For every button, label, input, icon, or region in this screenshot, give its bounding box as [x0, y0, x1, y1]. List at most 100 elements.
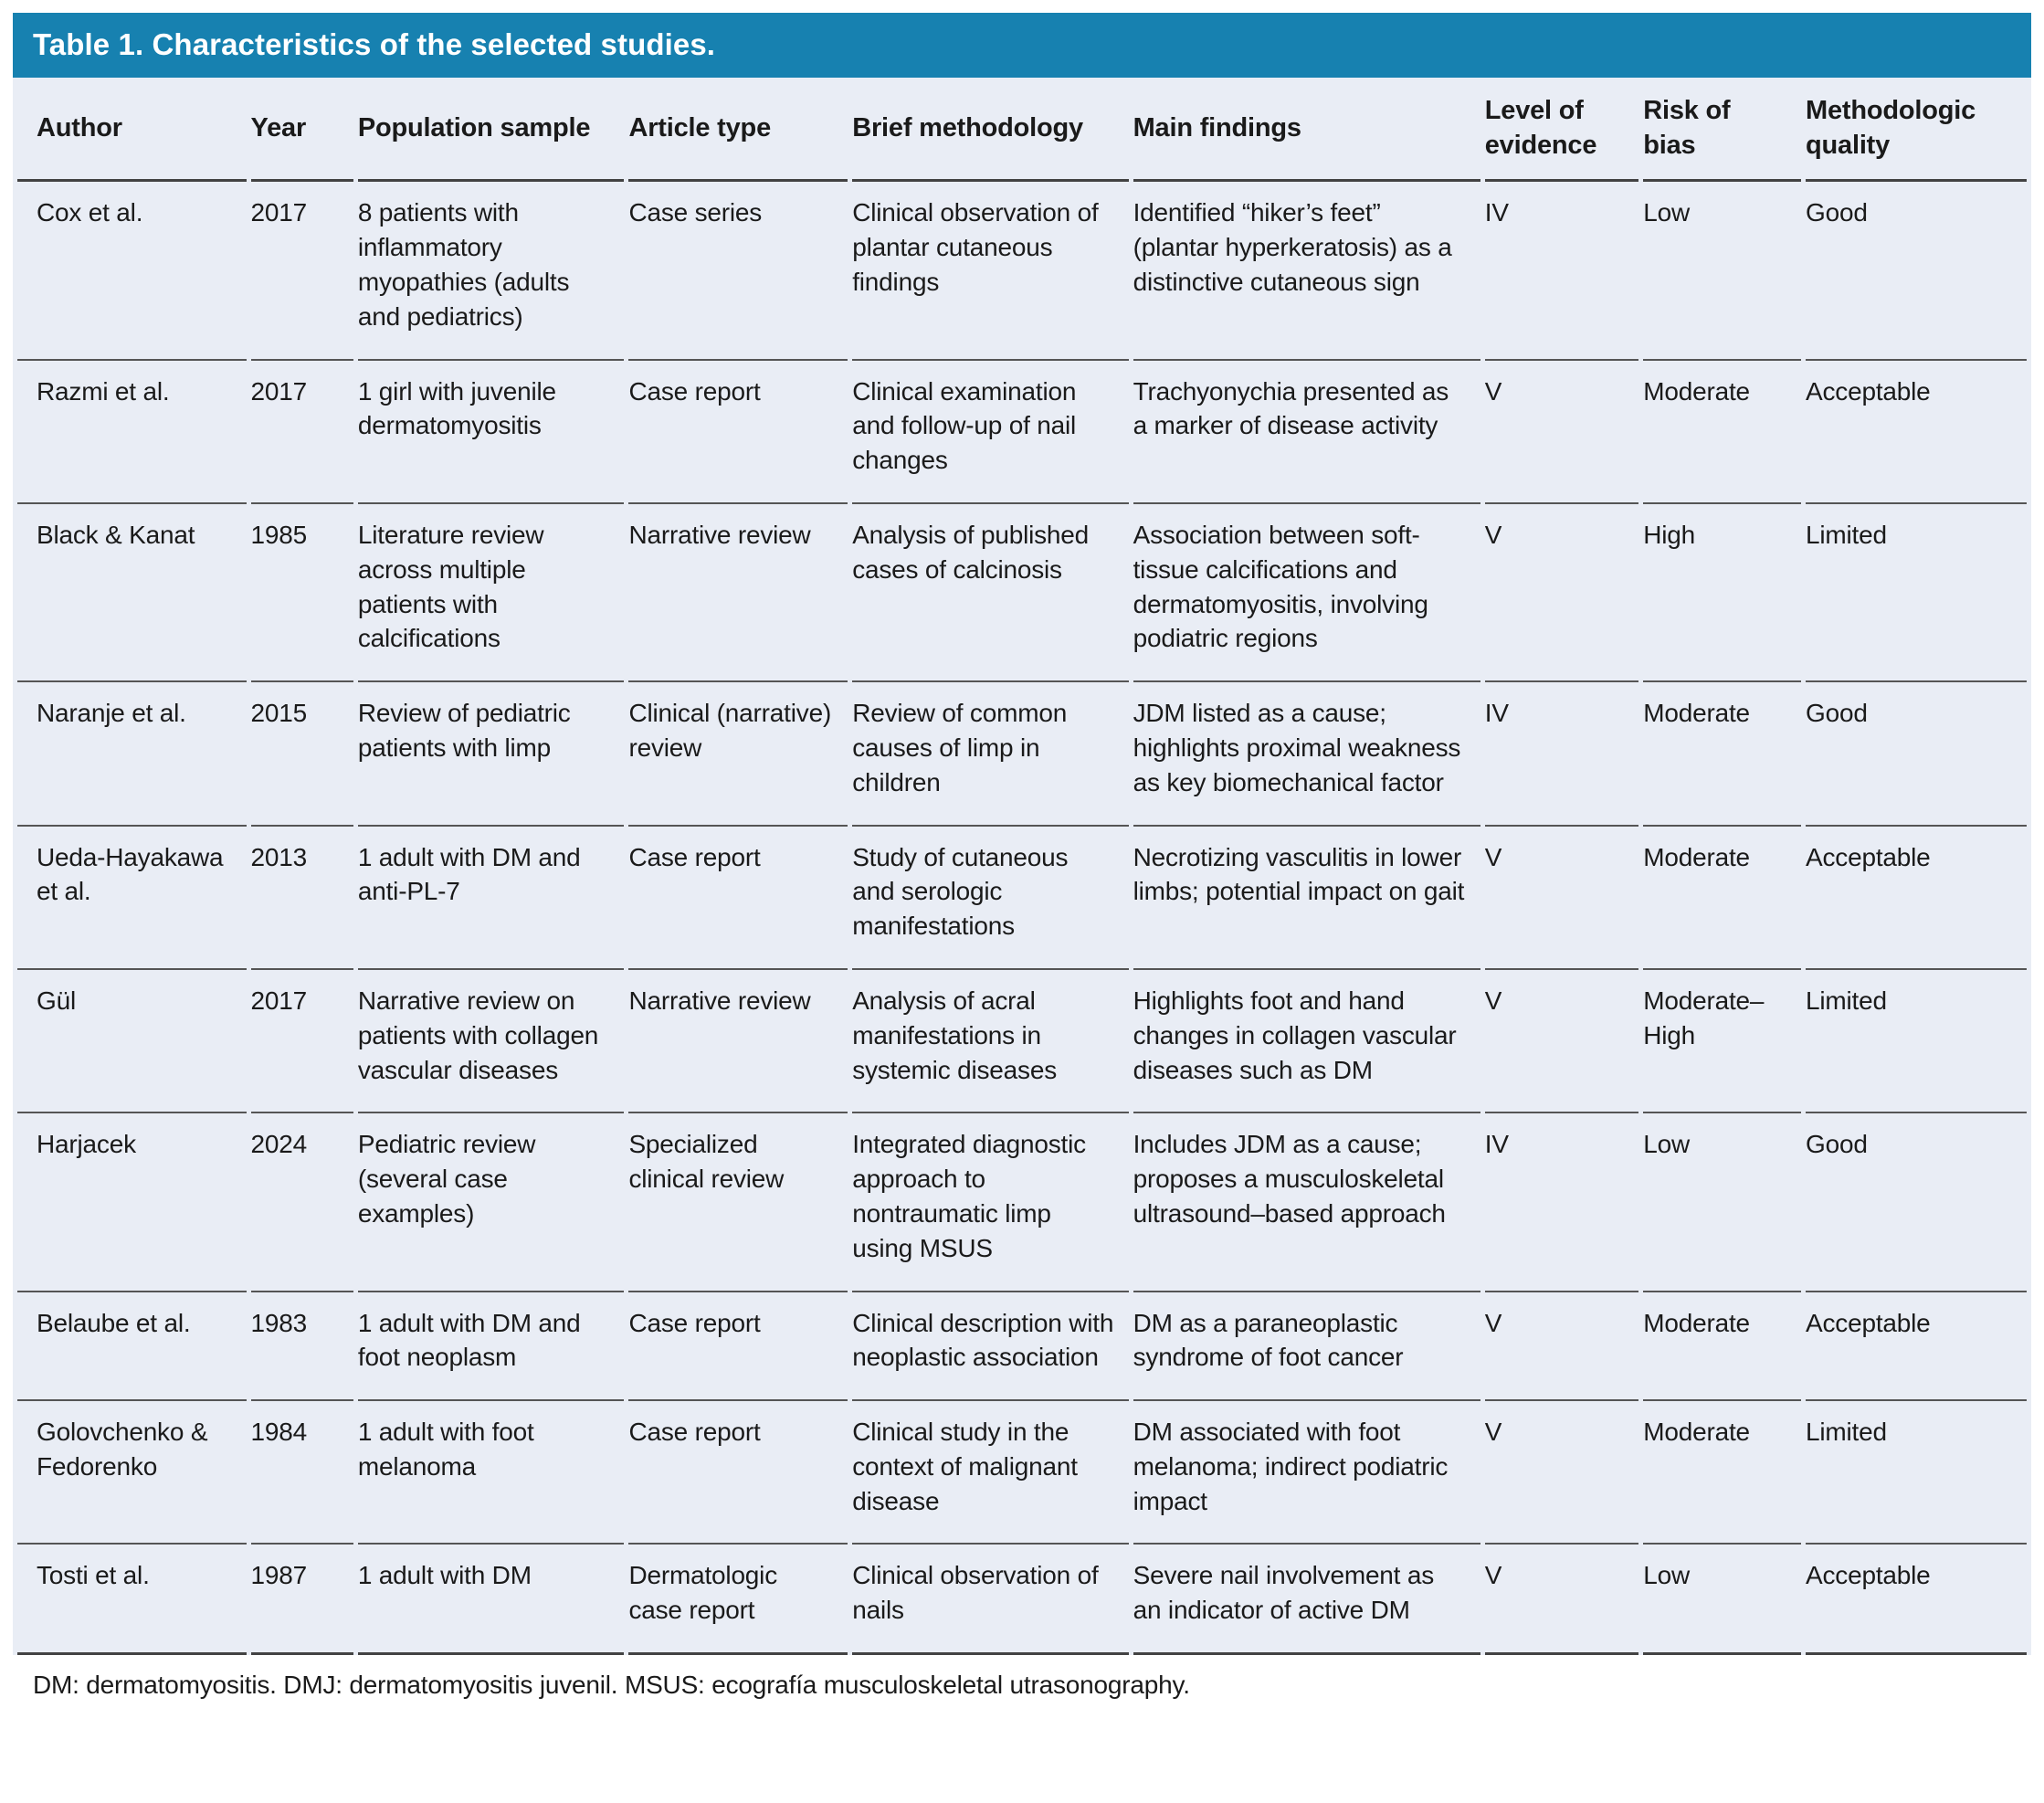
- cell-bias: Low: [1643, 1545, 1802, 1656]
- cell-findings: Trachyonychia presented as a marker of d…: [1133, 361, 1480, 504]
- table-row: Razmi et al. 2017 1 girl with juvenile d…: [17, 361, 2027, 504]
- cell-year: 1983: [250, 1292, 353, 1402]
- cell-article-type: Case report: [628, 1401, 848, 1545]
- table-row: Harjacek 2024 Pediatric review (several …: [17, 1113, 2027, 1292]
- cell-year: 2017: [250, 182, 353, 361]
- cell-evidence: IV: [1484, 682, 1639, 827]
- cell-author: Gül: [17, 970, 247, 1114]
- cell-bias: Moderate: [1643, 1401, 1802, 1545]
- cell-year: 1985: [250, 504, 353, 683]
- cell-findings: Identified “hiker’s feet” (plantar hyper…: [1133, 182, 1480, 361]
- col-header-quality: Methodologic quality: [1806, 78, 2027, 183]
- cell-quality: Limited: [1806, 970, 2027, 1114]
- cell-article-type: Dermatologic case report: [628, 1545, 848, 1656]
- cell-methodology: Clinical observation of plantar cutaneou…: [852, 182, 1129, 361]
- cell-evidence: V: [1484, 504, 1639, 683]
- cell-bias: Moderate: [1643, 827, 1802, 970]
- col-header-article-type: Article type: [628, 78, 848, 183]
- cell-quality: Acceptable: [1806, 1545, 2027, 1656]
- table-row: Belaube et al. 1983 1 adult with DM and …: [17, 1292, 2027, 1402]
- cell-author: Razmi et al.: [17, 361, 247, 504]
- cell-bias: Moderate: [1643, 1292, 1802, 1402]
- cell-year: 2017: [250, 361, 353, 504]
- cell-author: Belaube et al.: [17, 1292, 247, 1402]
- cell-quality: Acceptable: [1806, 827, 2027, 970]
- cell-article-type: Case report: [628, 361, 848, 504]
- cell-population: 1 adult with DM and anti-PL-7: [357, 827, 625, 970]
- cell-author: Ueda-Hayakawa et al.: [17, 827, 247, 970]
- cell-bias: Low: [1643, 182, 1802, 361]
- cell-evidence: IV: [1484, 1113, 1639, 1292]
- cell-year: 2024: [250, 1113, 353, 1292]
- cell-findings: DM associated with foot melanoma; indire…: [1133, 1401, 1480, 1545]
- cell-population: Pediatric review (several case examples): [357, 1113, 625, 1292]
- cell-author: Cox et al.: [17, 182, 247, 361]
- table-row: Golovchenko & Fedorenko 1984 1 adult wit…: [17, 1401, 2027, 1545]
- cell-population: 1 adult with DM and foot neoplasm: [357, 1292, 625, 1402]
- cell-article-type: Case series: [628, 182, 848, 361]
- cell-article-type: Case report: [628, 1292, 848, 1402]
- col-header-population: Population sample: [357, 78, 625, 183]
- cell-bias: Low: [1643, 1113, 1802, 1292]
- cell-findings: DM as a paraneoplastic syndrome of foot …: [1133, 1292, 1480, 1402]
- cell-quality: Good: [1806, 182, 2027, 361]
- cell-quality: Acceptable: [1806, 361, 2027, 504]
- page: Table 1. Characteristics of the selected…: [13, 13, 2031, 1700]
- header-row: Author Year Population sample Article ty…: [17, 78, 2027, 183]
- cell-methodology: Clinical examination and follow-up of na…: [852, 361, 1129, 504]
- col-header-author: Author: [17, 78, 247, 183]
- table-row: Gül 2017 Narrative review on patients wi…: [17, 970, 2027, 1114]
- cell-methodology: Study of cutaneous and serologic manifes…: [852, 827, 1129, 970]
- cell-findings: Association between soft-tissue calcific…: [1133, 504, 1480, 683]
- cell-quality: Acceptable: [1806, 1292, 2027, 1402]
- cell-bias: High: [1643, 504, 1802, 683]
- cell-methodology: Clinical observation of nails: [852, 1545, 1129, 1656]
- cell-population: Review of pediatric patients with limp: [357, 682, 625, 827]
- cell-evidence: V: [1484, 1545, 1639, 1656]
- cell-findings: Includes JDM as a cause; proposes a musc…: [1133, 1113, 1480, 1292]
- cell-year: 2013: [250, 827, 353, 970]
- cell-article-type: Narrative review: [628, 970, 848, 1114]
- cell-quality: Good: [1806, 1113, 2027, 1292]
- studies-table: Author Year Population sample Article ty…: [13, 78, 2031, 1656]
- cell-population: 1 girl with juvenile dermatomyositis: [357, 361, 625, 504]
- col-header-year: Year: [250, 78, 353, 183]
- cell-population: Literature review across multiple patien…: [357, 504, 625, 683]
- col-header-evidence: Level of evidence: [1484, 78, 1639, 183]
- cell-evidence: V: [1484, 827, 1639, 970]
- cell-year: 2017: [250, 970, 353, 1114]
- cell-author: Tosti et al.: [17, 1545, 247, 1656]
- cell-evidence: IV: [1484, 182, 1639, 361]
- cell-findings: JDM listed as a cause; highlights proxim…: [1133, 682, 1480, 827]
- cell-year: 1984: [250, 1401, 353, 1545]
- cell-bias: Moderate: [1643, 682, 1802, 827]
- table-row: Tosti et al. 1987 1 adult with DM Dermat…: [17, 1545, 2027, 1656]
- table-row: Naranje et al. 2015 Review of pediatric …: [17, 682, 2027, 827]
- cell-quality: Limited: [1806, 504, 2027, 683]
- cell-author: Harjacek: [17, 1113, 247, 1292]
- cell-author: Golovchenko & Fedorenko: [17, 1401, 247, 1545]
- cell-bias: Moderate: [1643, 361, 1802, 504]
- cell-quality: Limited: [1806, 1401, 2027, 1545]
- cell-article-type: Clinical (narrative) review: [628, 682, 848, 827]
- cell-population: 1 adult with foot melanoma: [357, 1401, 625, 1545]
- cell-evidence: V: [1484, 970, 1639, 1114]
- cell-methodology: Clinical study in the context of maligna…: [852, 1401, 1129, 1545]
- cell-author: Naranje et al.: [17, 682, 247, 827]
- cell-bias: Moderate–High: [1643, 970, 1802, 1114]
- cell-year: 1987: [250, 1545, 353, 1656]
- cell-population: 1 adult with DM: [357, 1545, 625, 1656]
- cell-findings: Necrotizing vasculitis in lower limbs; p…: [1133, 827, 1480, 970]
- col-header-findings: Main findings: [1133, 78, 1480, 183]
- cell-methodology: Analysis of acral manifestations in syst…: [852, 970, 1129, 1114]
- cell-evidence: V: [1484, 361, 1639, 504]
- table-row: Cox et al. 2017 8 patients with inflamma…: [17, 182, 2027, 361]
- cell-methodology: Integrated diagnostic approach to nontra…: [852, 1113, 1129, 1292]
- table-row: Ueda-Hayakawa et al. 2013 1 adult with D…: [17, 827, 2027, 970]
- cell-article-type: Narrative review: [628, 504, 848, 683]
- cell-article-type: Specialized clinical review: [628, 1113, 848, 1292]
- table-row: Black & Kanat 1985 Literature review acr…: [17, 504, 2027, 683]
- cell-author: Black & Kanat: [17, 504, 247, 683]
- table-title: Table 1. Characteristics of the selected…: [33, 27, 716, 61]
- cell-methodology: Review of common causes of limp in child…: [852, 682, 1129, 827]
